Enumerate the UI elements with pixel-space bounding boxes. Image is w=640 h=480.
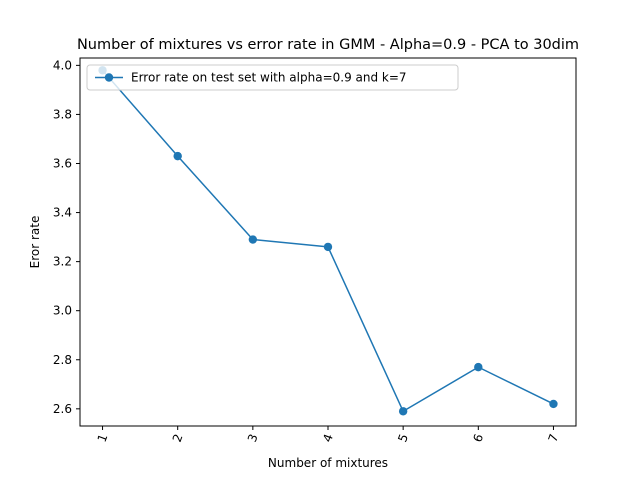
x-tick-label: 2: [170, 432, 186, 444]
data-point: [323, 242, 333, 252]
y-tick-label: 3.4: [53, 206, 72, 220]
x-axis-title: Number of mixtures: [268, 456, 388, 470]
data-point: [549, 399, 558, 409]
y-tick-label: 3.0: [53, 304, 72, 318]
y-tick-label: 3.8: [53, 107, 72, 121]
legend: Error rate on test set with alpha=0.9 an…: [86, 64, 459, 91]
legend-marker-swatch: [104, 73, 114, 82]
data-point: [474, 362, 483, 372]
chart-title: Number of mixtures vs error rate in GMM …: [77, 37, 579, 53]
legend-label: Error rate on test set with alpha=0.9 an…: [131, 71, 407, 85]
y-tick-label: 3.2: [53, 255, 72, 269]
data-point: [173, 151, 182, 161]
y-tick-label: 4.0: [53, 58, 72, 72]
y-tick-label: 3.6: [53, 156, 72, 170]
x-tick-label: 7: [546, 432, 562, 444]
x-tick-label: 3: [245, 432, 261, 444]
x-tick-label: 1: [95, 432, 111, 444]
x-tick-label: 4: [320, 432, 336, 444]
data-point: [248, 235, 258, 244]
x-tick-label: 5: [395, 432, 411, 444]
x-tick-label: 6: [470, 432, 486, 444]
y-axis-title: Eror rate: [28, 216, 42, 269]
legend-box: [86, 64, 459, 91]
data-point: [398, 407, 408, 416]
y-tick-label: 2.6: [53, 402, 72, 416]
plot-area: 2.6 2.8 3.0 3.2 3.4 3.6 3.8 4.0 1 2 3 4 5 6 7: [53, 57, 577, 444]
y-tick-label: 2.8: [53, 353, 72, 367]
